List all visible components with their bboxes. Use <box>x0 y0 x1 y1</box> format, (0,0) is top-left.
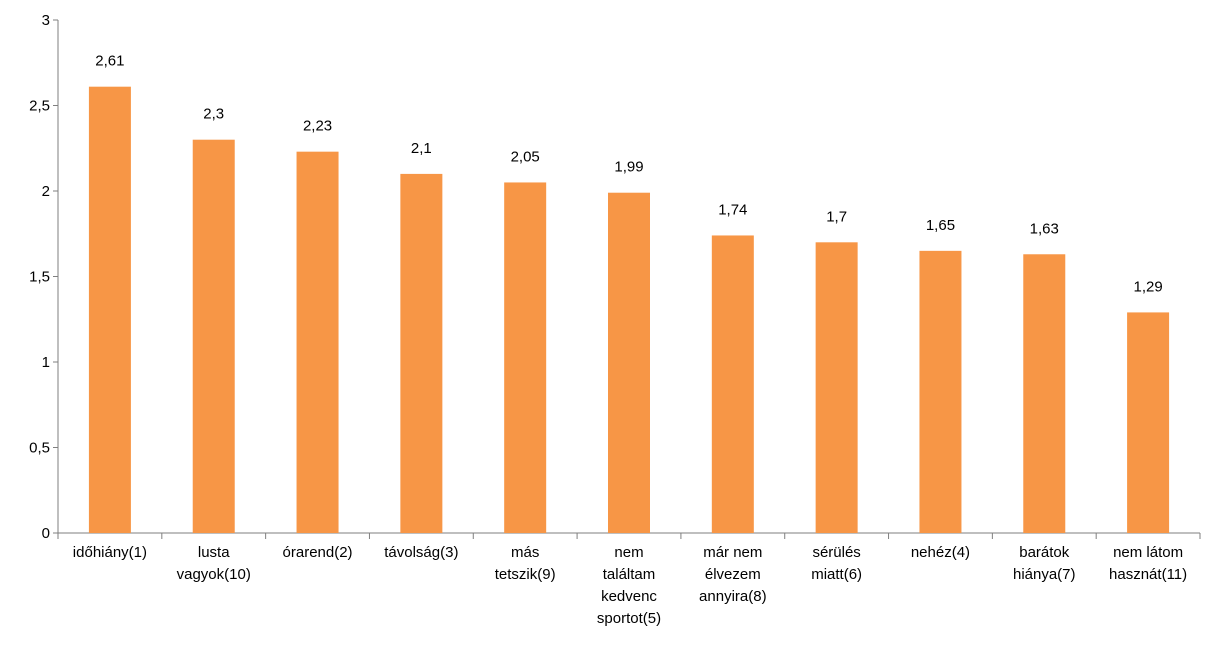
category-label-line: lusta <box>198 544 230 561</box>
y-tick-label: 1,5 <box>29 269 50 286</box>
category-label-line: hiánya(7) <box>1013 566 1076 583</box>
bar <box>1023 254 1066 533</box>
y-tick-label: 3 <box>42 12 50 29</box>
data-label: 2,23 <box>303 118 332 135</box>
data-labels: 2,61 2,3 2,23 2,1 2,05 1,99 1,74 1,7 1,65 1,63 1,2… <box>95 53 1162 296</box>
category-label-line: vagyok(10) <box>177 566 251 583</box>
data-label: 1,7 <box>826 208 847 225</box>
y-tick-label: 2 <box>42 183 50 200</box>
category-label-line: barátok <box>1019 544 1070 561</box>
category-label: nem látom hasznát(11) <box>1109 544 1187 583</box>
bar <box>504 182 547 533</box>
data-label: 1,74 <box>718 201 747 218</box>
y-tick-label: 1 <box>42 354 50 371</box>
data-label: 1,63 <box>1030 220 1059 237</box>
category-label: már nem élvezem annyira(8) <box>699 544 767 605</box>
data-label: 2,1 <box>411 140 432 157</box>
category-label-line: kedvenc <box>601 588 657 605</box>
bar <box>296 151 339 534</box>
category-label-line: már nem <box>703 544 762 561</box>
bar <box>88 86 131 533</box>
category-label: időhiány(1) <box>73 544 147 561</box>
category-label-line: órarend(2) <box>283 544 353 561</box>
bar <box>711 235 754 533</box>
category-label-line: tetszik(9) <box>495 566 556 583</box>
category-label: sérülés miatt(6) <box>811 544 862 583</box>
category-label-line: időhiány(1) <box>73 544 147 561</box>
x-axis <box>57 532 1201 539</box>
category-label-line: hasznát(11) <box>1109 566 1187 583</box>
category-label: más tetszik(9) <box>495 544 556 583</box>
data-label: 2,3 <box>203 106 224 123</box>
bar <box>919 250 962 533</box>
category-label-line: nem látom <box>1113 544 1183 561</box>
category-label: lusta vagyok(10) <box>177 544 251 583</box>
category-label-line: nehéz(4) <box>911 544 970 561</box>
bar <box>815 242 858 534</box>
bar <box>400 173 443 533</box>
category-label-line: sportot(5) <box>597 610 661 627</box>
bar <box>608 192 650 533</box>
category-label-line: találtam <box>603 566 656 583</box>
category-label-line: sérülés <box>812 544 860 561</box>
data-label: 1,29 <box>1133 278 1162 295</box>
category-label-line: nem <box>614 544 643 561</box>
category-label: távolság(3) <box>384 544 458 561</box>
y-tick-label: 0 <box>42 525 50 542</box>
data-label: 2,05 <box>511 148 540 165</box>
category-label-line: annyira(8) <box>699 588 767 605</box>
category-label: nem találtam kedvenc sportot(5) <box>597 544 661 627</box>
y-tick-label: 2,5 <box>29 98 50 115</box>
data-label: 1,99 <box>614 159 643 176</box>
y-axis: 0 0,5 1 1,5 2 2,5 3 <box>29 12 59 542</box>
category-label-line: miatt(6) <box>811 566 862 583</box>
category-label: barátok hiánya(7) <box>1013 544 1076 583</box>
category-label-line: élvezem <box>705 566 761 583</box>
bar-series <box>88 86 1170 534</box>
category-label: nehéz(4) <box>911 544 970 561</box>
bar <box>1127 312 1170 533</box>
bar <box>192 139 235 533</box>
data-label: 1,65 <box>926 217 955 234</box>
data-label: 2,61 <box>95 53 124 70</box>
y-tick-label: 0,5 <box>29 440 50 457</box>
category-labels: időhiány(1) lusta vagyok(10) órarend(2) távo… <box>73 544 1187 627</box>
category-label-line: távolság(3) <box>384 544 458 561</box>
category-label: órarend(2) <box>283 544 353 561</box>
category-label-line: más <box>511 544 539 561</box>
